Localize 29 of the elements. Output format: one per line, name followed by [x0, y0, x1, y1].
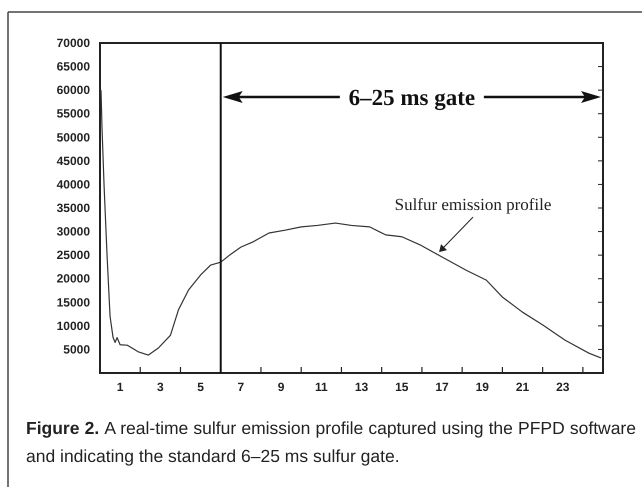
annotation: 6–25 ms gate	[348, 85, 476, 111]
y-tick-label: 10000	[56, 318, 90, 333]
x-tick-label: 11	[314, 380, 328, 394]
x-tick-label: 3	[157, 380, 164, 394]
y-tick-label: 45000	[56, 154, 90, 168]
y-tick-label: 15000	[56, 295, 90, 310]
y-tick-label: 30000	[56, 224, 90, 239]
caption: Figure 2.	[26, 418, 100, 438]
x-tick-label: 9	[278, 380, 285, 394]
y-tick-label: 40000	[56, 177, 90, 192]
y-tick-label: 25000	[56, 248, 90, 262]
x-tick-label: 21	[516, 380, 530, 394]
y-tick-label: 70000	[56, 36, 90, 50]
x-tick-label: 19	[476, 380, 490, 394]
x-tick-label: 17	[435, 380, 450, 394]
x-tick-label: 23	[556, 380, 570, 394]
y-tick-label: 20000	[56, 272, 90, 286]
y-tick-label: 35000	[56, 201, 90, 215]
x-tick-label: 1	[116, 380, 124, 394]
x-tick-label: 5	[197, 380, 204, 394]
y-tick-label: 50000	[56, 130, 90, 144]
y-tick-label: 60000	[56, 83, 90, 98]
y-tick-label: 55000	[56, 106, 90, 121]
y-tick-label: 5000	[63, 342, 90, 356]
x-tick-label: 13	[354, 380, 369, 394]
y-tick-label: 65000	[56, 60, 90, 74]
annotation: Sulfur emission profile	[394, 195, 552, 214]
x-tick-label: 7	[237, 380, 244, 394]
x-tick-label: 15	[395, 380, 409, 394]
